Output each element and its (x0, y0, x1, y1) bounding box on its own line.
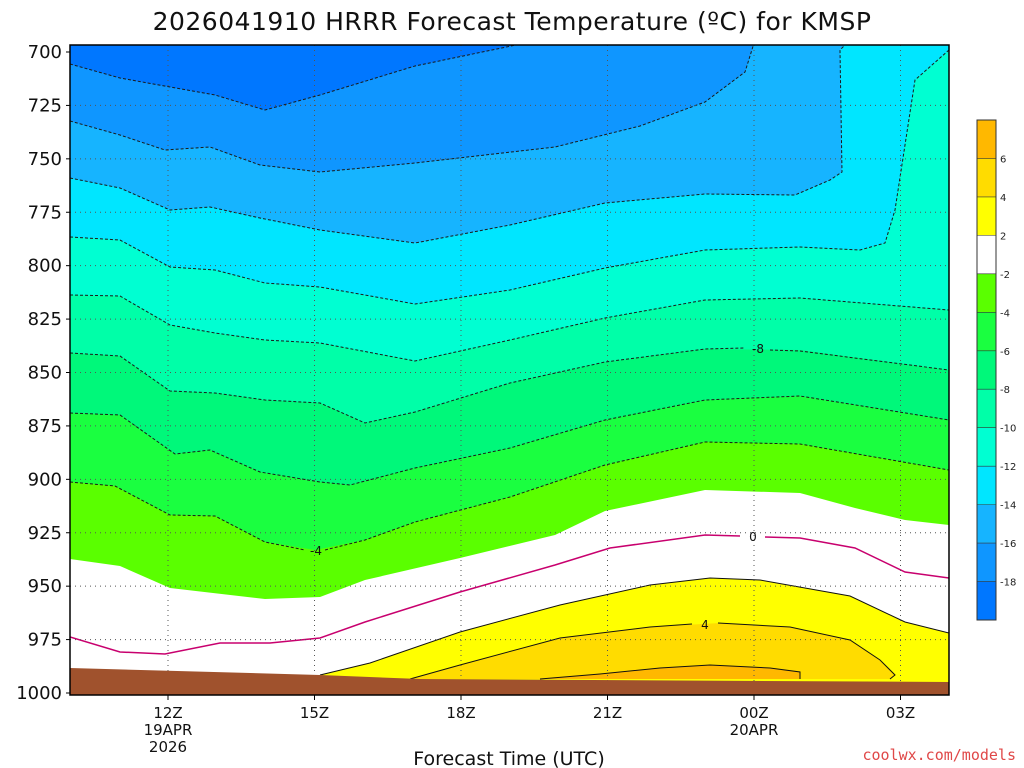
contour-line (539, 664, 801, 680)
chart-title: 2026041910 HRRR Forecast Temperature (ºC… (153, 7, 872, 36)
band-4-to-6 (410, 623, 895, 679)
contour-label-0: 0 (749, 530, 757, 544)
colorbar-label: -18 (1000, 578, 1016, 589)
contour-line (70, 441, 949, 551)
solid-contours (319, 577, 949, 680)
colorbar-frame (976, 119, 997, 621)
colorbar: 6 4 2 -2 -4 -6 -8 -10 -12 -14 -16 -18 (976, 119, 1016, 621)
colorbar-label: 4 (1000, 193, 1006, 204)
contour-line (70, 45, 519, 111)
colorbar-label: -6 (1000, 347, 1010, 358)
y-tick-label: 700 (28, 42, 62, 63)
y-axis: 700 725 750 775 800 825 850 875 900 925 950 975 1000 (16, 42, 70, 704)
colorbar-label: -4 (1000, 308, 1010, 319)
colorbar-bin (977, 427, 996, 467)
contour-label-minus4: -4 (310, 544, 322, 558)
colorbar-label: -16 (1000, 539, 1016, 550)
colorbar-bin (977, 581, 996, 620)
colorbar-label: 2 (1000, 231, 1006, 242)
contour-line (409, 622, 896, 680)
y-tick-label: 750 (28, 149, 62, 170)
plot-frame (69, 44, 950, 696)
colorbar-label: -8 (1000, 385, 1010, 396)
x-tick-label: 12Z (153, 704, 182, 722)
y-tick-label: 775 (28, 202, 62, 223)
y-tick-label: 900 (28, 469, 62, 490)
contour-line (70, 395, 949, 486)
colorbar-label: -14 (1000, 501, 1016, 512)
x-tick-year: 2026 (149, 738, 187, 756)
colorbar-bin (977, 196, 996, 236)
colorbar-bin (977, 350, 996, 390)
colorbar-bin (977, 273, 996, 313)
colorbar-label: -2 (1000, 270, 1010, 281)
y-tick-label: 800 (28, 256, 62, 277)
contour-label-4: 4 (701, 618, 709, 632)
x-tick-label: 15Z (300, 704, 329, 722)
contour-line (319, 577, 949, 676)
x-axis-label: Forecast Time (UTC) (413, 748, 604, 768)
contour-line (70, 347, 949, 424)
colorbar-label: -10 (1000, 424, 1016, 435)
plot-area (70, 45, 949, 695)
x-tick-date: 19APR (144, 721, 193, 739)
y-tick-label: 975 (28, 630, 62, 651)
y-tick-label: 925 (28, 523, 62, 544)
contour-line (70, 49, 949, 305)
colorbar-bin (977, 543, 996, 582)
y-tick-label: 1000 (16, 683, 62, 704)
y-tick-label: 825 (28, 309, 62, 330)
contour-line (70, 45, 846, 244)
grid-lines (70, 45, 949, 695)
contour-line (70, 294, 949, 362)
x-tick-label: 21Z (593, 704, 622, 722)
terrain-ground (70, 668, 949, 695)
y-tick-label: 725 (28, 95, 62, 116)
colorbar-bin (977, 312, 996, 351)
colorbar-bin (977, 158, 996, 197)
credit-text: coolwx.com/models (862, 746, 1016, 764)
y-tick-label: 850 (28, 363, 62, 384)
contour-label-minus8: -8 (752, 342, 764, 356)
x-tick-label: 18Z (446, 704, 475, 722)
x-tick-label: 00Z (739, 704, 768, 722)
contour-line (70, 45, 754, 173)
x-tick-label: 03Z (886, 704, 915, 722)
colorbar-label: 6 (1000, 154, 1006, 165)
y-tick-label: 875 (28, 416, 62, 437)
colorbar-bin (977, 504, 996, 544)
colorbar-bin (977, 120, 996, 159)
dashed-contours (70, 45, 949, 551)
colorbar-label: -12 (1000, 462, 1016, 473)
colorbar-bin (977, 466, 996, 505)
y-tick-label: 950 (28, 576, 62, 597)
band-6-to-8 (540, 665, 800, 679)
colorbar-bin (977, 389, 996, 428)
colorbar-bin (977, 235, 996, 274)
freezing-contour (70, 534, 949, 655)
x-tick-date: 20APR (730, 721, 779, 739)
